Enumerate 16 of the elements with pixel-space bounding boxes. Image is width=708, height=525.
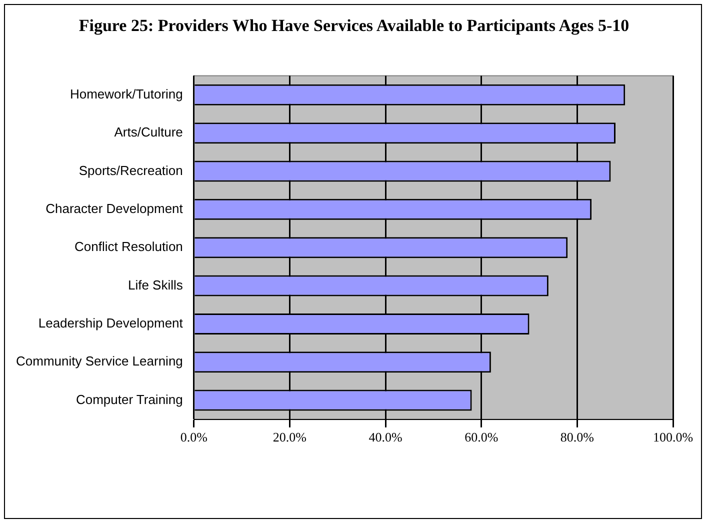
x-tick-label: 20.0% (272, 430, 307, 445)
y-tick-label: Community Service Learning (16, 354, 183, 369)
y-tick-label: Sports/Recreation (78, 162, 183, 178)
y-tick-label: Arts/Culture (114, 124, 183, 140)
x-tick-label: 80.0% (560, 430, 594, 445)
y-tick-label: Character Development (46, 201, 184, 216)
y-tick-label: Leadership Development (38, 316, 184, 331)
x-tick-label: 100.0% (652, 430, 694, 445)
y-tick-label: Computer Training (76, 392, 183, 407)
chart-title: Figure 25: Providers Who Have Services Available to Participants Ages 5-10 (78, 15, 630, 37)
x-tick-label: 40.0% (368, 430, 402, 445)
x-tick-label: 0.0% (180, 430, 208, 445)
y-tick-label: Life Skills (128, 277, 184, 292)
x-tick-label: 60.0% (464, 430, 498, 445)
y-tick-label: Conflict Resolution (74, 239, 183, 254)
y-tick-label: Homework/Tutoring (70, 86, 183, 102)
